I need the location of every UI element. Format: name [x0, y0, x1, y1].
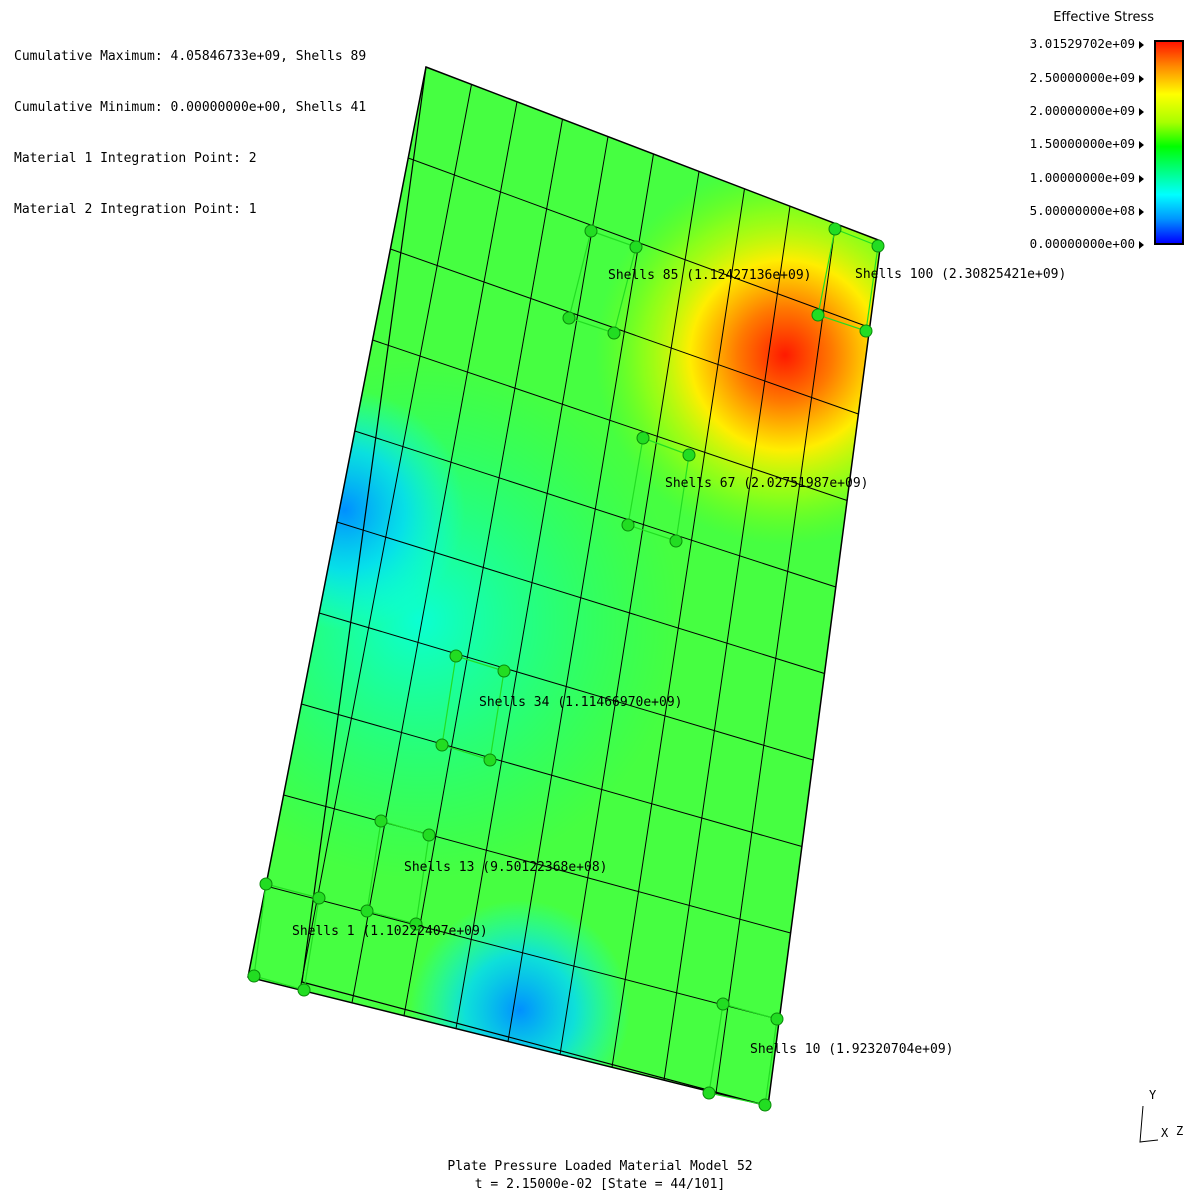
axis-y-label: Y: [1149, 1088, 1157, 1102]
node-marker[interactable]: [758, 1098, 772, 1112]
mesh-line-horizontal: [336, 521, 825, 674]
mesh-line-vertical: [611, 188, 745, 1068]
node-marker[interactable]: [621, 518, 635, 532]
material2-text: Material 2 Integration Point: 1: [14, 202, 257, 217]
node-marker[interactable]: [716, 997, 730, 1011]
node-marker[interactable]: [811, 308, 825, 322]
cumulative-min-text: Cumulative Minimum: 0.00000000e+00, Shel…: [14, 100, 367, 115]
info-panel: Cumulative Maximum: 4.05846733e+09, Shel…: [14, 14, 366, 235]
axis-z-label: Z: [1176, 1124, 1184, 1138]
mesh-line-horizontal: [319, 612, 814, 761]
node-marker[interactable]: [497, 664, 511, 678]
node-marker[interactable]: [584, 224, 598, 238]
node-marker[interactable]: [409, 917, 423, 931]
legend-tick: 2.50000000e+09: [1030, 70, 1144, 85]
mesh-line-vertical: [715, 223, 836, 1094]
legend-tick: 1.00000000e+09: [1030, 170, 1144, 185]
legend-colorbar: [1154, 40, 1184, 245]
axis-triad: [1139, 1105, 1159, 1143]
legend-tick: 5.00000000e+08: [1030, 203, 1144, 218]
node-marker[interactable]: [312, 891, 326, 905]
node-marker[interactable]: [607, 326, 621, 340]
node-marker[interactable]: [374, 814, 388, 828]
node-marker[interactable]: [259, 877, 273, 891]
axis-x-label: X: [1161, 1126, 1169, 1140]
node-marker[interactable]: [682, 448, 696, 462]
shell-label-13: Shells 13 (9.50122368e+08): [404, 860, 608, 875]
plate-back-edge: [301, 66, 769, 1107]
cumulative-max-text: Cumulative Maximum: 4.05846733e+09, Shel…: [14, 49, 367, 64]
node-marker[interactable]: [629, 240, 643, 254]
shell-label-34: Shells 34 (1.11466970e+09): [479, 695, 683, 710]
node-marker[interactable]: [770, 1012, 784, 1026]
node-marker[interactable]: [435, 738, 449, 752]
shell-labels: Shells 85 (1.12427136e+09) Shells 100 (2…: [292, 267, 1066, 1057]
node-marker[interactable]: [422, 828, 436, 842]
mesh-line-vertical: [663, 206, 791, 1081]
node-marker[interactable]: [828, 222, 842, 236]
mesh-line-horizontal: [283, 794, 791, 934]
node-marker[interactable]: [247, 969, 261, 983]
shell-label-67: Shells 67 (2.02751987e+09): [665, 476, 869, 491]
material1-text: Material 1 Integration Point: 2: [14, 151, 257, 166]
node-marker[interactable]: [871, 239, 885, 253]
node-marker[interactable]: [859, 324, 873, 338]
mesh-grid: [265, 84, 870, 1094]
node-marker[interactable]: [702, 1086, 716, 1100]
node-marker[interactable]: [669, 534, 683, 548]
plate-mesh: [248, 67, 881, 1106]
shell-label-10: Shells 10 (1.92320704e+09): [750, 1042, 954, 1057]
shell-label-1: Shells 1 (1.10222407e+09): [292, 924, 488, 939]
legend-tick: 1.50000000e+09: [1030, 136, 1144, 151]
plot-title: Plate Pressure Loaded Material Model 52: [447, 1159, 753, 1174]
legend-title: Effective Stress: [1053, 10, 1154, 25]
node-marker[interactable]: [297, 983, 311, 997]
node-marker[interactable]: [449, 649, 463, 663]
mesh-line-horizontal: [301, 703, 803, 847]
shell-label-85: Shells 85 (1.12427136e+09): [608, 268, 812, 283]
node-marker[interactable]: [483, 753, 497, 767]
node-marker[interactable]: [562, 311, 576, 325]
node-marker[interactable]: [360, 904, 374, 918]
legend-tick: 3.01529702e+09: [1030, 36, 1144, 51]
shell-label-100: Shells 100 (2.30825421e+09): [855, 267, 1066, 282]
mesh-line-vertical: [559, 171, 700, 1055]
legend-tick: 0.00000000e+00: [1030, 236, 1144, 251]
plot-subtitle: t = 2.15000e-02 [State = 44/101]: [474, 1177, 726, 1192]
mesh-line-horizontal: [265, 885, 780, 1020]
selected-nodes: [247, 222, 885, 1112]
legend-tick: 2.00000000e+09: [1030, 103, 1144, 118]
node-marker[interactable]: [636, 431, 650, 445]
